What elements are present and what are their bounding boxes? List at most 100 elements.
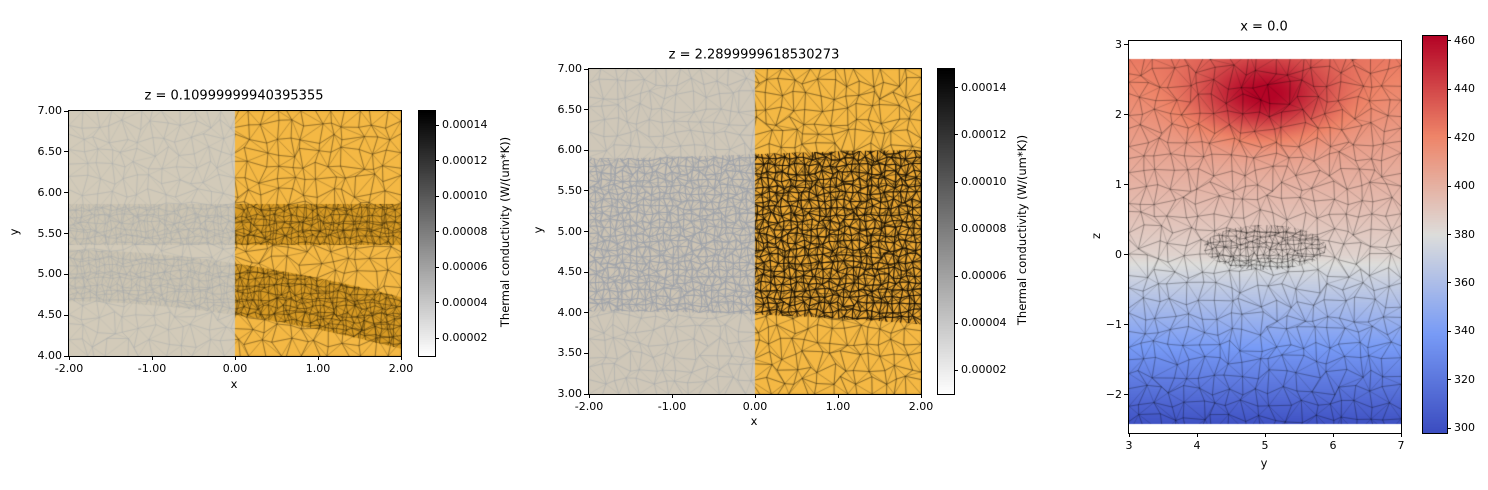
figure-1-colorbar-label: Thermal conductivity (W/(um*K)) xyxy=(498,136,512,328)
x-tick-mark xyxy=(671,394,673,398)
colorbar-tick-mark xyxy=(435,266,439,268)
y-tick-label: −1 xyxy=(1105,317,1122,331)
figure-3-colorbar: 300 320 340 360 380 400 420 440 460 xyxy=(1422,34,1475,434)
x-tick-label: 1.00 xyxy=(825,400,851,413)
colorbar-tick-mark xyxy=(435,124,439,126)
figure-2-title: z = 2.2899999618530273 xyxy=(668,47,840,63)
colorbar-tick-mark xyxy=(954,275,958,277)
y-tick-label: 7.00 xyxy=(557,62,583,75)
y-tick-label: 5.50 xyxy=(37,226,63,240)
colorbar-tick-label: 360 xyxy=(1454,275,1475,289)
x-tick-mark xyxy=(68,356,70,360)
y-tick-mark xyxy=(584,149,588,151)
y-tick-mark xyxy=(64,355,68,357)
y-tick-label: 6.50 xyxy=(37,144,63,158)
x-tick-mark xyxy=(1264,433,1266,437)
x-tick-mark xyxy=(1332,433,1334,437)
colorbar-tick-mark xyxy=(1447,40,1451,42)
colorbar-tick-mark xyxy=(954,181,958,183)
colorbar-tick-label: 0.00006 xyxy=(442,260,488,274)
y-tick-mark xyxy=(1124,114,1128,115)
y-tick-mark xyxy=(64,314,68,316)
colorbar-tick-label: 440 xyxy=(1454,82,1475,96)
x-tick-label: -1.00 xyxy=(657,400,687,413)
colorbar-tick-mark xyxy=(435,195,439,197)
colorbar-tick-label: 380 xyxy=(1454,227,1475,241)
x-tick-label: 2.00 xyxy=(908,400,934,413)
y-tick-mark xyxy=(1124,44,1128,45)
y-tick-label: 5.00 xyxy=(557,224,583,238)
colorbar-tick-label: 0.00010 xyxy=(442,189,488,203)
y-tick-label: 2 xyxy=(1115,107,1122,121)
x-tick-label: 7 xyxy=(1397,439,1405,452)
figure-1-plot-area: -2.00 -1.00 0.00 1.00 2.00 7.00 6.50 6.00 5.50 5.… xyxy=(38,104,414,375)
colorbar-tick-mark xyxy=(954,87,958,89)
y-tick-mark xyxy=(584,393,588,395)
colorbar-tick-label: 460 xyxy=(1454,33,1475,47)
colorbar-tick-mark xyxy=(435,231,439,233)
colorbar-tick-label: 0.00004 xyxy=(442,295,488,309)
x-tick-label: -2.00 xyxy=(54,362,84,375)
y-tick-label: 3.00 xyxy=(557,387,583,400)
x-tick-label: -1.00 xyxy=(137,362,167,375)
x-tick-label: 3 xyxy=(1125,439,1133,452)
colorbar-tick-label: 0.00012 xyxy=(961,127,1007,141)
colorbar-tick-label: 0.00008 xyxy=(442,224,488,238)
y-tick-label: 6.00 xyxy=(557,143,583,157)
x-tick-mark xyxy=(754,394,756,398)
figure-3-colorbar-gradient xyxy=(1423,36,1447,433)
y-tick-label: 1 xyxy=(1115,177,1122,191)
y-tick-mark xyxy=(584,271,588,273)
y-tick-label: 4.00 xyxy=(37,349,63,362)
colorbar-tick-label: 300 xyxy=(1454,421,1475,435)
y-tick-mark xyxy=(64,233,68,234)
y-tick-mark xyxy=(584,352,588,354)
colorbar-tick-label: 0.00002 xyxy=(442,331,488,345)
x-tick-mark xyxy=(920,394,922,398)
y-tick-label: 6.00 xyxy=(37,185,63,199)
y-tick-mark xyxy=(64,151,68,153)
colorbar-tick-mark xyxy=(435,302,439,304)
y-tick-mark xyxy=(584,312,588,314)
colorbar-tick-mark xyxy=(1447,379,1451,381)
x-tick-mark xyxy=(400,356,402,360)
x-tick-label: 1.00 xyxy=(305,362,331,375)
colorbar-tick-mark xyxy=(954,369,958,371)
figure-2-mesh-canvas xyxy=(589,69,921,394)
y-tick-mark xyxy=(1124,254,1128,255)
x-tick-label: 6 xyxy=(1329,439,1337,452)
figure-2-colorbar: 0.00002 0.00004 0.00006 0.00008 0.00010 0.000… xyxy=(937,68,1007,395)
x-tick-mark xyxy=(1128,433,1130,437)
y-tick-mark xyxy=(1124,324,1128,325)
y-tick-label: 4.50 xyxy=(37,308,63,322)
x-tick-label: 5 xyxy=(1261,439,1269,452)
x-tick-mark xyxy=(588,394,590,398)
colorbar-tick-label: 0.00012 xyxy=(442,153,488,167)
y-tick-label: 4.00 xyxy=(557,305,583,319)
x-tick-mark xyxy=(1196,433,1198,437)
y-tick-label: −2 xyxy=(1105,387,1122,401)
y-tick-mark xyxy=(64,273,68,275)
y-tick-mark xyxy=(584,109,588,111)
figure-2-plot-area: -2.00 -1.00 0.00 1.00 2.00 7.00 6.50 6.00 5.50 5.… xyxy=(558,62,934,413)
x-tick-mark xyxy=(317,356,319,360)
colorbar-tick-mark xyxy=(1447,185,1451,187)
figure-3-plot-area: 3 4 5 6 7 3 2 1 0 −1 −2 xyxy=(1106,38,1405,453)
x-tick-mark xyxy=(234,356,236,360)
colorbar-tick-label: 0.00008 xyxy=(961,222,1007,236)
figure-1-x-axis-label: x xyxy=(230,377,238,391)
figure-1-mesh-canvas xyxy=(69,111,401,356)
figure-1-title: z = 0.10999999940395355 xyxy=(144,88,324,104)
colorbar-tick-mark xyxy=(1447,330,1451,332)
figure-3-x-axis-label: y xyxy=(1260,456,1268,470)
x-tick-mark xyxy=(1400,433,1402,437)
x-tick-label: 2.00 xyxy=(388,362,414,375)
figure-1-y-axis-label: y xyxy=(7,228,21,236)
colorbar-tick-label: 320 xyxy=(1454,372,1475,386)
figure-3-y-axis-label: z xyxy=(1089,232,1103,240)
y-tick-mark xyxy=(64,192,68,194)
colorbar-tick-mark xyxy=(954,322,958,324)
figure-2-colorbar-label: Thermal conductivity (W/(um*K)) xyxy=(1015,134,1029,326)
figure-3-field-canvas xyxy=(1129,41,1401,433)
